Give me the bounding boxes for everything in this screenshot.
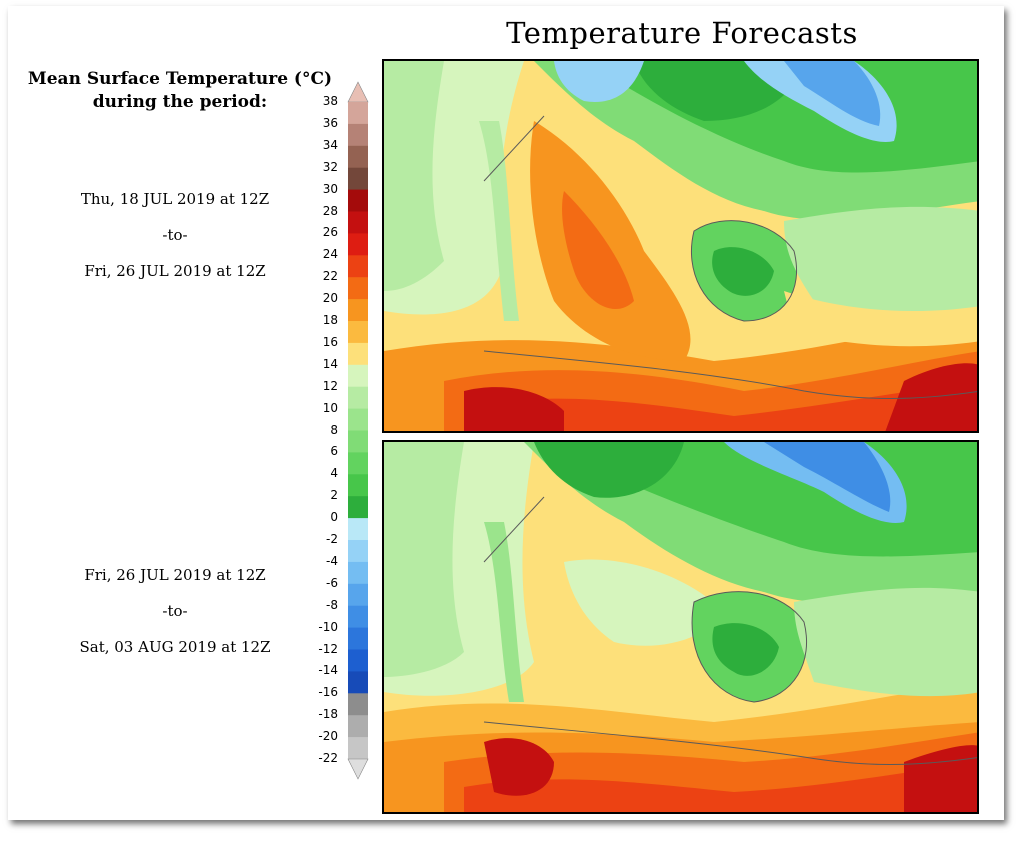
colorbar-tick-label: -2: [326, 532, 338, 546]
colorbar-tick-label: 0: [330, 510, 338, 525]
colorbar-segment: [348, 342, 368, 366]
legend-title-line2: during the period:: [92, 92, 268, 112]
colorbar-segment: [348, 518, 368, 541]
colorbar-tick-label: -20: [318, 729, 338, 744]
page-title: Temperature Forecasts: [506, 16, 858, 50]
colorbar-tick-label: -14: [318, 663, 338, 678]
forecast-map-1: [384, 61, 977, 431]
colorbar-tick-label: 8: [330, 422, 338, 437]
colorbar-tick-label: -22: [318, 751, 338, 765]
colorbar-tick-label: 26: [322, 225, 338, 240]
map-period-1: [382, 59, 979, 433]
colorbar-segment: [348, 321, 368, 344]
colorbar-tick-label: 4: [330, 466, 338, 481]
colorbar-segment: [348, 211, 368, 234]
colorbar-segment: [348, 102, 368, 125]
colorbar-segment: [348, 583, 368, 607]
colorbar-segment: [348, 671, 368, 694]
colorbar-tick-label: 2: [330, 488, 338, 503]
period-2-label: Fri, 26 JUL 2019 at 12Z -to- Sat, 03 AUG…: [40, 557, 310, 665]
colorbar-segment: [348, 452, 368, 475]
colorbar-tick-label: 38: [322, 94, 338, 108]
colorbar-segment: [348, 605, 368, 629]
colorbar-segment: [348, 693, 368, 716]
colorbar-segment: [348, 145, 368, 169]
colorbar-tick-label: 36: [322, 115, 338, 130]
colorbar-tick-label: -12: [318, 641, 338, 656]
colorbar-tick-label: 14: [322, 356, 338, 371]
period-2-start: Fri, 26 JUL 2019 at 12Z: [84, 566, 266, 584]
colorbar-tick-label: -16: [318, 685, 338, 700]
period-1-separator: -to-: [162, 226, 188, 244]
colorbar-segment: [348, 277, 368, 300]
colorbar-tick-label: -18: [318, 707, 338, 722]
colorbar-tick-label: 24: [322, 247, 338, 262]
period-2-end: Sat, 03 AUG 2019 at 12Z: [79, 638, 271, 656]
colorbar-tick-label: -6: [326, 575, 338, 590]
colorbar-segment: [348, 737, 368, 760]
colorbar-segment: [348, 715, 368, 738]
colorbar-segment: [348, 474, 368, 497]
colorbar-bottom-arrow: [347, 758, 369, 780]
colorbar-tick-label: 32: [322, 159, 338, 174]
period-2-separator: -to-: [162, 602, 188, 620]
period-1-label: Thu, 18 JUL 2019 at 12Z -to- Fri, 26 JUL…: [40, 181, 310, 289]
colorbar-segment: [348, 255, 368, 278]
colorbar-tick-label: 30: [322, 181, 338, 196]
colorbar-tick-label: 18: [322, 313, 338, 327]
colorbar-top-arrow: [347, 81, 369, 103]
legend-title-line1: Mean Surface Temperature (°C): [27, 69, 333, 89]
legend-title: Mean Surface Temperature (°C) during the…: [20, 68, 340, 114]
temperature-colorbar: [347, 81, 369, 780]
colorbar-tick-label: 34: [322, 137, 338, 152]
period-1-start: Thu, 18 JUL 2019 at 12Z: [80, 190, 270, 208]
colorbar-tick-label: 10: [322, 400, 338, 415]
colorbar-segment: [348, 233, 368, 256]
colorbar-segment: [348, 627, 368, 650]
map-period-2: [382, 440, 979, 814]
colorbar-segment: [348, 540, 368, 563]
period-1-end: Fri, 26 JUL 2019 at 12Z: [84, 262, 266, 280]
colorbar-segment: [348, 561, 368, 585]
colorbar-tick-label: 28: [322, 203, 338, 218]
colorbar-segment: [348, 386, 368, 410]
colorbar-segment: [348, 167, 368, 191]
forecast-map-2: [384, 442, 977, 812]
colorbar-tick-label: 20: [322, 291, 338, 306]
colorbar-segment: [348, 364, 368, 388]
colorbar-tick-label: 22: [322, 269, 338, 284]
colorbar-tick-label: -4: [326, 553, 338, 568]
colorbar-tick-label: 16: [322, 334, 338, 349]
colorbar-segment: [348, 496, 368, 519]
colorbar-segment: [348, 408, 368, 431]
colorbar-tick-label: 6: [330, 444, 338, 459]
colorbar-tick-label: -10: [318, 619, 338, 634]
colorbar-segment: [348, 123, 368, 147]
colorbar-segment: [348, 189, 368, 212]
colorbar-segment: [348, 649, 368, 672]
colorbar-tick-label: -8: [326, 597, 338, 612]
colorbar-tick-label: 12: [322, 378, 338, 393]
colorbar-segment: [348, 299, 368, 322]
colorbar-segment: [348, 430, 368, 453]
